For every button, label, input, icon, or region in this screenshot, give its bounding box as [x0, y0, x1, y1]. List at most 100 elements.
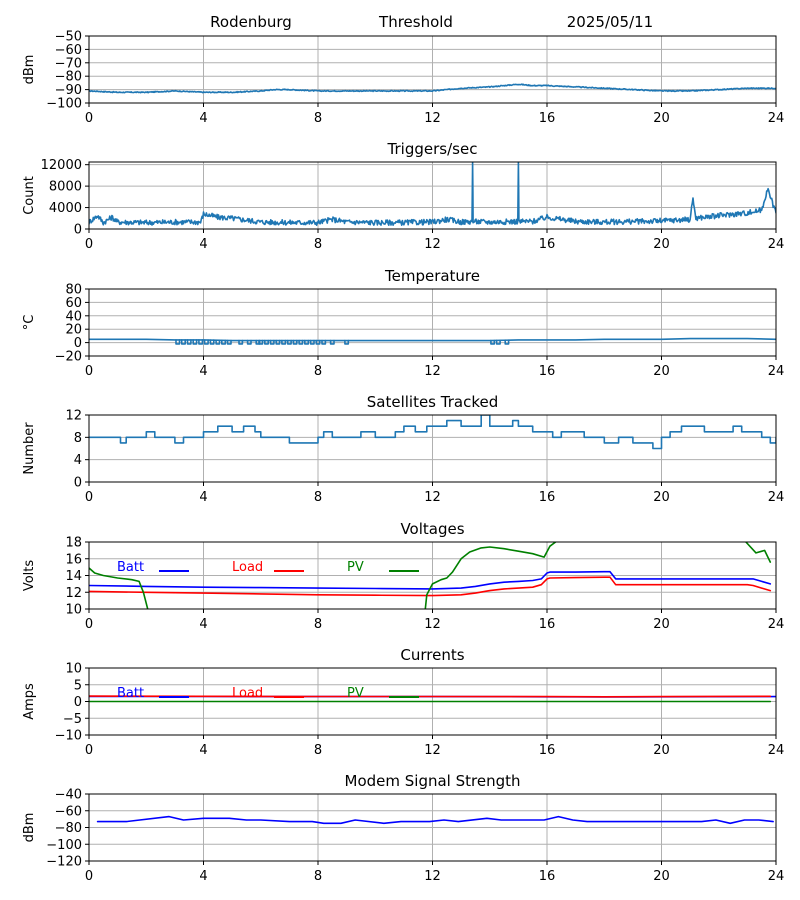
plot-frame [88, 541, 777, 610]
y-tick-label: −5 [63, 712, 82, 727]
chart-title: Modem Signal Strength [345, 772, 521, 790]
y-axis-label: °C [22, 315, 37, 331]
temperature-dropout [215, 339, 221, 345]
y-tick-label: 18 [65, 536, 82, 551]
gridlines [88, 288, 777, 357]
y-tick-label: 10 [65, 662, 82, 677]
series-line-load [89, 576, 772, 597]
y-tick-label: −20 [55, 350, 82, 365]
y-tick-label: 14 [65, 569, 82, 584]
y-tick-label: 60 [65, 296, 82, 311]
x-tick-label: 12 [424, 111, 441, 126]
series-line-pv [424, 542, 557, 609]
plot-frame [88, 414, 777, 483]
x-tick-label: 0 [85, 364, 93, 379]
header-station: Rodenburg [210, 13, 292, 31]
y-tick-label: 16 [65, 552, 82, 567]
y-tick-label: 12 [65, 409, 82, 424]
x-tick-label: 8 [314, 869, 322, 884]
x-tick-label: 16 [539, 364, 556, 379]
y-axis-label: dBm [22, 813, 37, 843]
temperature-dropout [192, 339, 198, 345]
y-tick-label: −100 [46, 97, 82, 112]
temperature-dropout [275, 339, 281, 345]
x-tick-label: 12 [424, 237, 441, 252]
temperature-dropout [246, 339, 252, 345]
series-line-pv [89, 567, 149, 609]
temperature-dropout [321, 339, 327, 345]
y-tick-label: −50 [55, 30, 82, 45]
x-tick-label: 8 [314, 743, 322, 758]
x-tick-label: 24 [768, 111, 785, 126]
x-tick-label: 0 [85, 111, 93, 126]
plot-frame [88, 667, 777, 736]
temperature-dropout [495, 339, 501, 345]
y-axis-label: Number [22, 422, 37, 475]
x-tick-label: 12 [424, 869, 441, 884]
series-group [89, 415, 776, 450]
chart-modem: Modem Signal Strength dBm −120 −100 −80 −60−4… [22, 772, 784, 884]
x-tick-label: 16 [539, 617, 556, 632]
temperature-dropout [203, 339, 209, 345]
header-mode: Threshold [378, 13, 453, 31]
chart-triggers: Triggers/sec Count 0 4000 8000 12000 0 4 8 12 16 20… [22, 140, 784, 252]
x-tick-label: 16 [539, 869, 556, 884]
y-tick-label: −60 [55, 804, 82, 819]
temperature-dropout [309, 339, 315, 345]
x-tick-label: 4 [199, 364, 207, 379]
x-tick-label: 20 [653, 364, 670, 379]
x-tick-label: 12 [424, 617, 441, 632]
x-tick-label: 16 [539, 743, 556, 758]
legend-label-batt: Batt [117, 560, 144, 575]
legend: Batt Load PV [117, 560, 419, 575]
x-tick-label: 0 [85, 869, 93, 884]
x-tick-label: 24 [768, 743, 785, 758]
y-tick-label: 12 [65, 586, 82, 601]
x-tick-label: 20 [653, 743, 670, 758]
x-tick-label: 24 [768, 617, 785, 632]
temperature-dropout [209, 339, 215, 345]
y-axis-label: Volts [22, 560, 37, 592]
x-tick-label: 16 [539, 490, 556, 505]
temperature-dropout [198, 339, 204, 345]
chart-title: Satellites Tracked [367, 393, 498, 411]
x-tick-label: 4 [199, 237, 207, 252]
plot-frame [88, 793, 777, 862]
y-tick-label: 0 [74, 695, 82, 710]
x-tick-label: 20 [653, 869, 670, 884]
series-group [89, 162, 776, 226]
series-line-triggers [89, 162, 776, 226]
x-tick-label: 8 [314, 111, 322, 126]
y-tick-label: −80 [55, 821, 82, 836]
temperature-dropout [238, 339, 244, 345]
legend-label-pv: PV [347, 686, 364, 701]
x-tick-label: 8 [314, 617, 322, 632]
legend: Batt Load PV [117, 686, 419, 701]
y-tick-label: −40 [55, 788, 82, 803]
series-line-satellites [89, 415, 776, 450]
y-tick-label: −100 [46, 838, 82, 853]
y-tick-label: 0 [74, 336, 82, 351]
series-group [89, 695, 776, 703]
temperature-dropout [286, 339, 292, 345]
x-tick-label: 20 [653, 490, 670, 505]
x-tick-label: 0 [85, 743, 93, 758]
series-line-load [89, 695, 772, 698]
y-tick-label: 4000 [49, 201, 82, 216]
temperature-dropout [180, 339, 186, 345]
temperature-dropout [226, 339, 232, 345]
y-tick-label: −80 [55, 70, 82, 85]
series-line-pv [745, 542, 772, 563]
x-tick-label: 4 [199, 617, 207, 632]
y-axis-label: Amps [22, 683, 37, 720]
legend-label-pv: PV [347, 560, 364, 575]
plot-frame [88, 288, 777, 357]
x-tick-label: 4 [199, 869, 207, 884]
temperature-dropout [281, 339, 287, 345]
y-tick-label: 10 [65, 603, 82, 618]
temperature-dropout [292, 339, 298, 345]
legend-label-batt: Batt [117, 686, 144, 701]
series-line-modem [96, 815, 774, 825]
x-tick-label: 20 [653, 111, 670, 126]
